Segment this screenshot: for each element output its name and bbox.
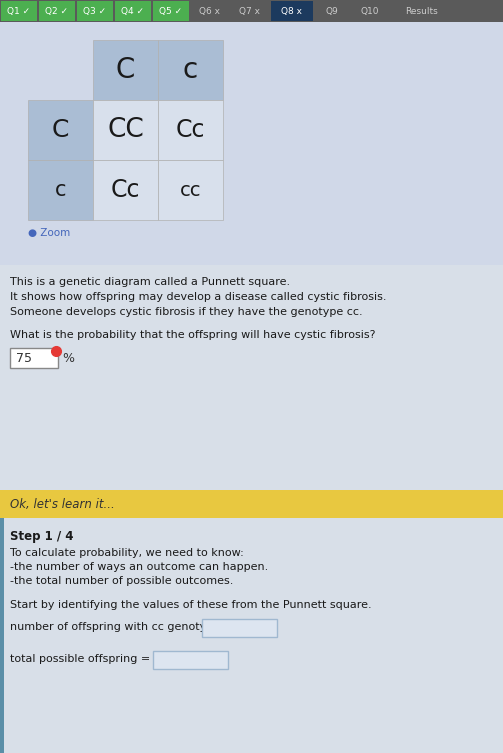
Bar: [0, 22, 503, 265]
Bar: [10, 348, 58, 368]
Text: -the number of ways an outcome can happen.: -the number of ways an outcome can happe…: [10, 562, 268, 572]
Bar: [153, 1, 189, 21]
Text: It shows how offspring may develop a disease called cystic fibrosis.: It shows how offspring may develop a dis…: [10, 292, 386, 302]
Text: Q6 x: Q6 x: [200, 7, 220, 16]
Text: number of offspring with cc genotype =: number of offspring with cc genotype =: [10, 622, 233, 632]
Text: c: c: [183, 56, 198, 84]
Text: %: %: [62, 352, 74, 364]
Text: Q9: Q9: [325, 7, 339, 16]
Bar: [0, 0, 503, 22]
Text: Q5 ✓: Q5 ✓: [159, 7, 183, 16]
Text: Q2 ✓: Q2 ✓: [45, 7, 68, 16]
Text: CC: CC: [107, 117, 144, 143]
Bar: [0, 518, 503, 753]
Bar: [202, 619, 277, 637]
Text: This is a genetic diagram called a Punnett square.: This is a genetic diagram called a Punne…: [10, 277, 290, 287]
Text: Q4 ✓: Q4 ✓: [122, 7, 144, 16]
Bar: [0, 490, 503, 518]
Bar: [1, 1, 37, 21]
Text: Q10: Q10: [361, 7, 379, 16]
Bar: [158, 40, 223, 100]
Bar: [93, 40, 158, 100]
Text: Q3 ✓: Q3 ✓: [83, 7, 107, 16]
Text: -the total number of possible outcomes.: -the total number of possible outcomes.: [10, 576, 233, 586]
Text: Step 1 / 4: Step 1 / 4: [10, 530, 73, 543]
Text: Someone develops cystic fibrosis if they have the genotype cc.: Someone develops cystic fibrosis if they…: [10, 307, 363, 317]
Text: C: C: [52, 118, 69, 142]
Bar: [39, 1, 75, 21]
Text: Results: Results: [405, 7, 438, 16]
Text: Q1 ✓: Q1 ✓: [8, 7, 31, 16]
Text: What is the probability that the offspring will have cystic fibrosis?: What is the probability that the offspri…: [10, 330, 376, 340]
Bar: [28, 100, 93, 160]
Text: C: C: [116, 56, 135, 84]
Text: cc: cc: [180, 181, 201, 200]
Bar: [93, 160, 158, 220]
Text: 75: 75: [16, 352, 32, 364]
Bar: [0, 518, 4, 753]
Text: Start by identifying the values of these from the Punnett square.: Start by identifying the values of these…: [10, 600, 372, 610]
Text: ● Zoom: ● Zoom: [28, 228, 70, 238]
Bar: [93, 100, 158, 160]
Text: To calculate probability, we need to know:: To calculate probability, we need to kno…: [10, 548, 244, 558]
Bar: [115, 1, 151, 21]
Text: total possible offspring =: total possible offspring =: [10, 654, 150, 664]
Bar: [158, 100, 223, 160]
Bar: [0, 265, 503, 490]
Text: Ok, let's learn it...: Ok, let's learn it...: [10, 498, 115, 511]
Text: Cc: Cc: [111, 178, 140, 202]
Text: c: c: [55, 180, 66, 200]
Bar: [158, 160, 223, 220]
Bar: [77, 1, 113, 21]
Bar: [28, 160, 93, 220]
Text: Q7 x: Q7 x: [239, 7, 261, 16]
Bar: [153, 651, 228, 669]
Text: Cc: Cc: [176, 118, 205, 142]
Text: Q8 x: Q8 x: [282, 7, 302, 16]
Bar: [271, 1, 313, 21]
